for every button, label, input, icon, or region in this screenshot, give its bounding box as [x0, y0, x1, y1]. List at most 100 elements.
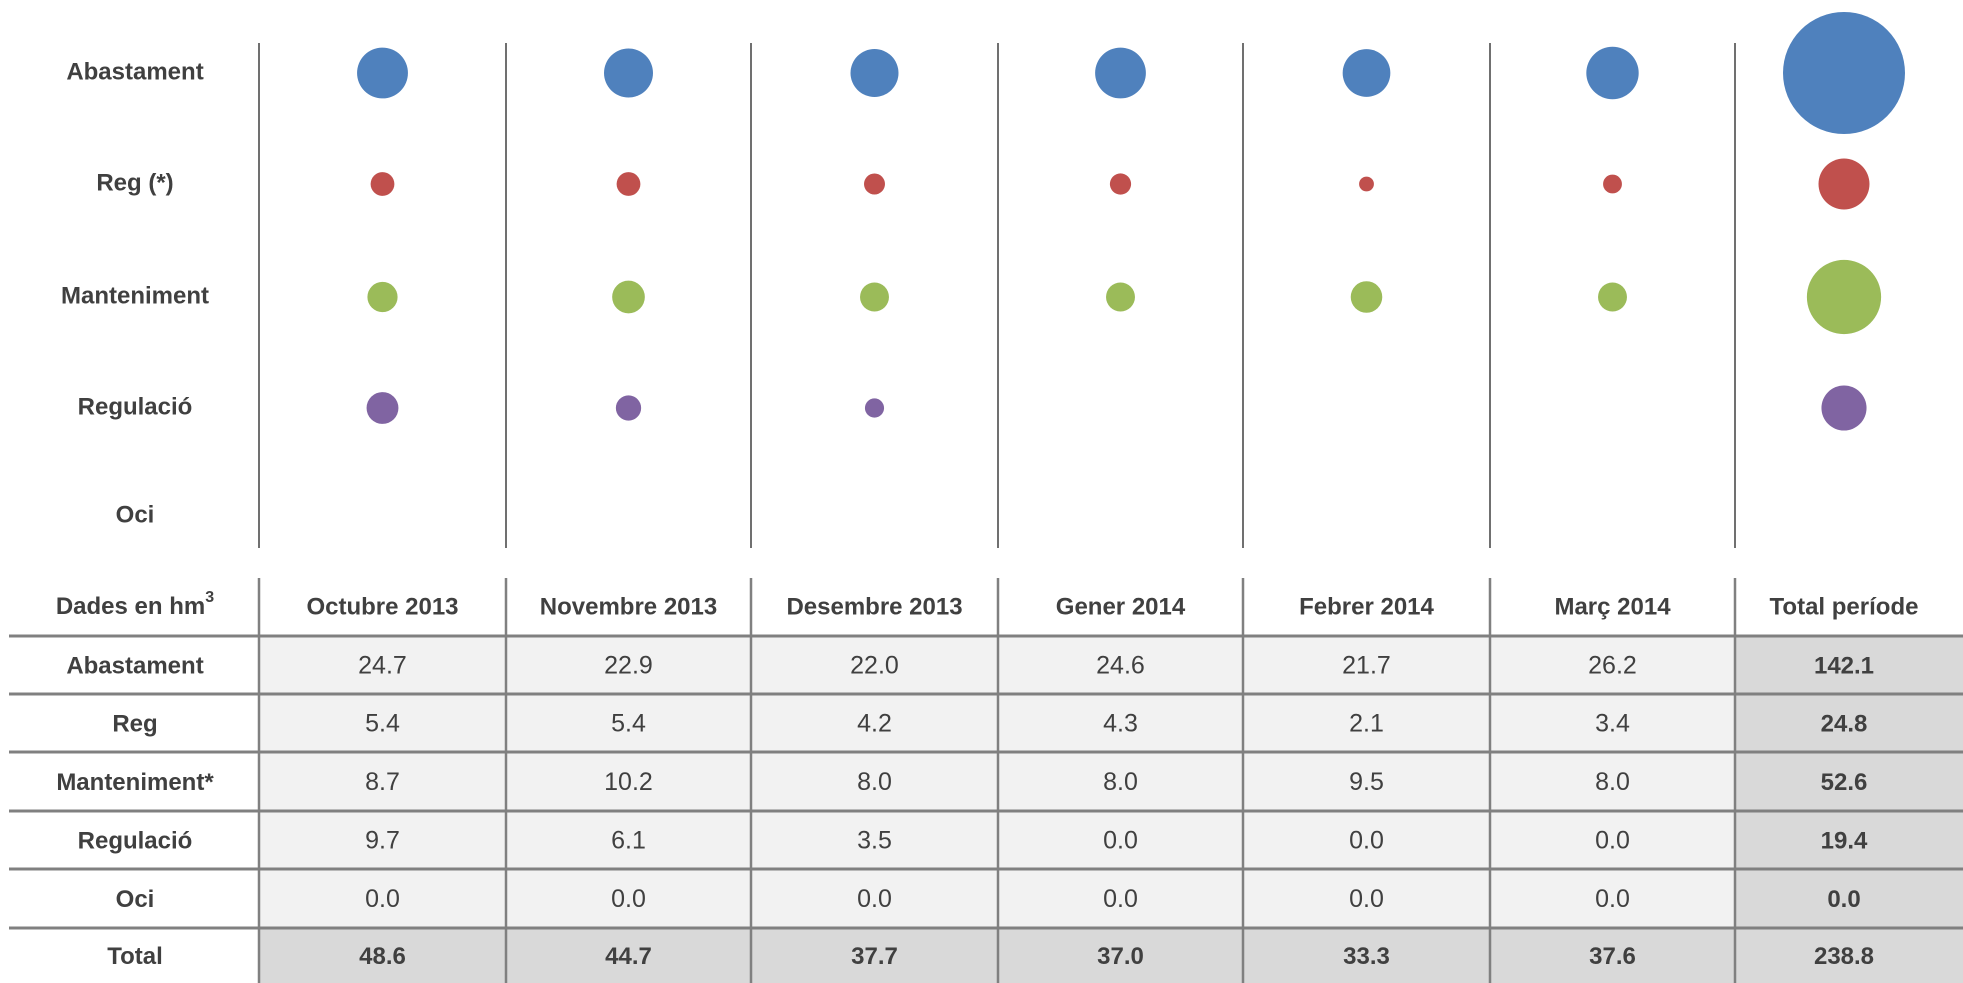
bubble	[367, 281, 398, 313]
bubble	[1806, 259, 1882, 335]
bubble	[864, 398, 885, 418]
cell-value: 22.9	[604, 652, 653, 680]
cell-bg	[1243, 811, 1490, 869]
bubble	[1359, 176, 1374, 192]
cell-bg	[506, 636, 751, 694]
cell-value: 0.0	[1103, 827, 1138, 855]
column-header: Desembre 2013	[786, 593, 962, 620]
cell-bg	[998, 811, 1243, 869]
cell-value: 9.7	[365, 827, 400, 855]
bubble	[850, 48, 899, 98]
cell-bg	[259, 694, 506, 752]
bubble	[1109, 173, 1132, 195]
cell-bg	[506, 752, 751, 811]
column-header: Gener 2014	[1056, 593, 1186, 620]
cell-value: 8.0	[857, 768, 892, 796]
cell-bg	[1490, 928, 1735, 983]
cell-value: 4.2	[857, 710, 892, 738]
bubble	[1586, 46, 1639, 100]
cell-value: 0.0	[365, 885, 400, 913]
cell-value: 142.1	[1814, 652, 1874, 679]
cell-value: 24.7	[358, 652, 407, 680]
bubble	[1598, 282, 1627, 312]
cell-bg	[751, 869, 998, 928]
cell-value: 37.7	[851, 943, 898, 970]
cell-bg	[998, 928, 1243, 983]
header-sup: 3	[205, 589, 214, 606]
cell-bg	[1490, 694, 1735, 752]
row-label: Manteniment	[61, 282, 209, 309]
column-header: Octubre 2013	[306, 593, 458, 620]
cell-bg	[1735, 694, 1963, 752]
row-label: Regulació	[78, 393, 193, 420]
cell-bg	[259, 752, 506, 811]
cell-value: 238.8	[1814, 943, 1874, 970]
cell-value: 5.4	[611, 710, 646, 738]
cell-value: 0.0	[1349, 827, 1384, 855]
cell-bg	[1490, 752, 1735, 811]
row-label: Reg	[112, 710, 157, 737]
row-label: Reg (*)	[96, 169, 173, 196]
cell-bg	[1243, 694, 1490, 752]
cell-bg	[1490, 811, 1735, 869]
bubble	[1342, 49, 1391, 97]
cell-bg	[1490, 636, 1735, 694]
cell-value: 9.5	[1349, 768, 1384, 796]
cell-value: 4.3	[1103, 710, 1138, 738]
row-label: Oci	[116, 501, 155, 528]
cell-bg	[998, 694, 1243, 752]
cell-value: 26.2	[1588, 652, 1637, 680]
cell-bg	[1735, 928, 1963, 983]
cell-bg	[1243, 752, 1490, 811]
row-label: Regulació	[78, 827, 193, 854]
cell-bg	[751, 694, 998, 752]
bubble	[357, 47, 408, 99]
cell-value: 37.0	[1097, 943, 1144, 970]
cell-bg	[506, 811, 751, 869]
cell-value: 0.0	[611, 885, 646, 913]
cell-bg	[998, 636, 1243, 694]
bubble	[1603, 174, 1622, 194]
cell-value: 37.6	[1589, 943, 1636, 970]
cell-bg	[1735, 811, 1963, 869]
cell-value: 24.8	[1821, 710, 1868, 737]
cell-bg	[506, 928, 751, 983]
bubble	[1821, 385, 1867, 431]
cell-value: 0.0	[1349, 885, 1384, 913]
column-header: Total període	[1770, 593, 1919, 620]
bubble	[1350, 281, 1383, 313]
bubble	[1783, 12, 1905, 134]
bubble	[1095, 47, 1146, 99]
cell-bg	[506, 869, 751, 928]
column-header: Març 2014	[1554, 593, 1671, 620]
cell-bg	[1490, 869, 1735, 928]
bubble	[616, 172, 641, 196]
cell-bg	[751, 811, 998, 869]
cell-value: 19.4	[1821, 827, 1868, 854]
cell-bg	[751, 928, 998, 983]
bubble	[860, 282, 889, 312]
cell-value: 24.6	[1096, 652, 1145, 680]
header-label: Dades en hm3	[56, 589, 214, 620]
cell-value: 3.4	[1595, 710, 1630, 738]
cell-value: 6.1	[611, 827, 646, 855]
row-label: Total	[107, 943, 163, 970]
cell-bg	[998, 869, 1243, 928]
cell-value: 48.6	[359, 943, 406, 970]
column-header: Febrer 2014	[1299, 593, 1434, 620]
bubble	[370, 172, 395, 196]
cell-value: 33.3	[1343, 943, 1390, 970]
cell-bg	[1735, 752, 1963, 811]
cell-bg	[259, 636, 506, 694]
cell-bg	[1735, 869, 1963, 928]
cell-bg	[1735, 636, 1963, 694]
cell-value: 0.0	[857, 885, 892, 913]
cell-value: 0.0	[1595, 827, 1630, 855]
bubble	[864, 173, 885, 195]
cell-value: 10.2	[604, 768, 653, 796]
bubble	[1818, 158, 1870, 210]
cell-bg	[1243, 928, 1490, 983]
row-label: Manteniment*	[56, 769, 214, 796]
header-text: Dades en hm	[56, 593, 205, 620]
